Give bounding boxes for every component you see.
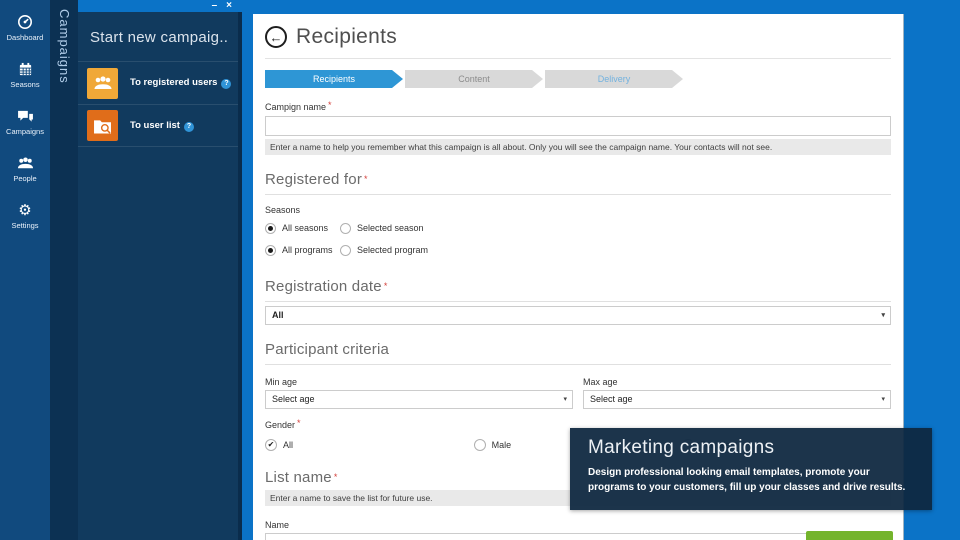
- wizard-steps: Recipients Content Delivery: [265, 70, 891, 88]
- gender-male-option[interactable]: Male: [473, 438, 683, 451]
- min-age-label: Min age: [265, 376, 298, 387]
- campaigns-vertical-tab[interactable]: Campaigns: [50, 0, 78, 540]
- registered-users-icon: [87, 67, 118, 99]
- close-icon[interactable]: ×: [226, 0, 232, 11]
- required-asterisk: *: [333, 471, 338, 482]
- required-asterisk: *: [364, 173, 368, 184]
- campaign-name-input[interactable]: [265, 115, 891, 136]
- page-title: Recipients: [296, 25, 398, 48]
- max-age-select[interactable]: Select age ▾: [583, 389, 891, 409]
- sidebar-item-settings[interactable]: ⚙ Settings: [0, 202, 50, 230]
- radio-icon: [340, 244, 351, 256]
- tile-label: To user list?: [130, 120, 194, 132]
- required-asterisk: *: [328, 100, 332, 110]
- radio-selected-program[interactable]: Selected program: [340, 244, 428, 256]
- sidebar-label: Seasons: [10, 80, 40, 89]
- gear-icon: ⚙: [18, 202, 32, 219]
- name-label: Name: [265, 519, 290, 530]
- sidebar-label: Campaigns: [6, 127, 44, 136]
- registration-date-heading: Registration date *: [265, 278, 891, 302]
- overlay-title: Marketing campaigns: [588, 437, 775, 458]
- sidebar-label: People: [13, 174, 37, 183]
- radio-selected-season[interactable]: Selected season: [340, 222, 424, 234]
- marketing-campaigns-overlay: Marketing campaigns Design professional …: [570, 428, 932, 510]
- radio-icon: [265, 244, 276, 256]
- chevron-down-icon: ▾: [881, 395, 885, 403]
- app-sidebar: Dashboard Seasons Campaigns People ⚙ Set…: [0, 0, 50, 540]
- sidebar-item-people[interactable]: People: [0, 155, 50, 183]
- radio-icon: [265, 222, 276, 234]
- min-age-select[interactable]: Select age ▾: [265, 389, 573, 409]
- sidebar-label: Dashboard: [6, 33, 44, 42]
- step-content[interactable]: Content: [405, 70, 543, 88]
- user-list-folder-icon: [87, 110, 118, 141]
- sidebar-label: Settings: [11, 221, 39, 230]
- required-asterisk: *: [297, 417, 301, 428]
- dashboard-icon: [17, 14, 33, 30]
- required-asterisk: *: [383, 280, 388, 291]
- gender-label: Gender *: [265, 417, 301, 430]
- step-recipients[interactable]: Recipients: [265, 70, 403, 88]
- circle-unchecked-icon: [473, 438, 486, 451]
- people-icon: [17, 155, 34, 171]
- option-to-user-list[interactable]: To user list?: [78, 104, 238, 147]
- checkbox-checked-icon: ✔: [265, 438, 277, 451]
- step-delivery[interactable]: Delivery: [545, 70, 683, 88]
- sidebar-item-campaigns[interactable]: Campaigns: [0, 108, 50, 136]
- max-age-label: Max age: [583, 376, 618, 387]
- registered-for-heading: Registered for *: [265, 171, 891, 195]
- campaign-name-label: Campign name *: [265, 100, 332, 112]
- panel-title: Start new campaig..: [90, 29, 229, 46]
- option-to-registered-users[interactable]: To registered users?: [78, 61, 238, 104]
- campaign-name-help: Enter a name to help you remember what t…: [265, 138, 891, 155]
- help-icon[interactable]: ?: [183, 121, 194, 132]
- back-button[interactable]: ←: [265, 26, 287, 48]
- overlay-description: Design professional looking email templa…: [588, 467, 906, 493]
- participant-criteria-heading: Participant criteria: [265, 341, 891, 365]
- registration-date-select[interactable]: All ▾: [265, 305, 891, 325]
- tile-label: To registered users?: [130, 77, 232, 89]
- sidebar-item-seasons[interactable]: Seasons: [0, 61, 50, 89]
- calendar-icon: [18, 61, 33, 77]
- radio-all-seasons[interactable]: All seasons: [265, 222, 340, 234]
- campaigns-vertical-label: Campaigns: [57, 9, 72, 84]
- gender-all-checkbox[interactable]: ✔ All: [265, 438, 474, 451]
- age-selects-row: Min age Select age ▾ Max age Select age …: [265, 365, 891, 409]
- chevron-down-icon: ▾: [881, 311, 885, 319]
- chat-bubbles-icon: [17, 108, 34, 124]
- sidebar-item-dashboard[interactable]: Dashboard: [0, 14, 50, 42]
- seasons-group-label: Seasons: [265, 204, 301, 215]
- card-header: ← Recipients: [265, 14, 891, 59]
- bottom-action-button[interactable]: [806, 531, 893, 540]
- radio-all-programs[interactable]: All programs: [265, 244, 340, 256]
- help-icon[interactable]: ?: [221, 79, 232, 89]
- start-campaign-panel: Start new campaig.. To registered users?…: [78, 12, 242, 540]
- panel-window-controls: – ×: [78, 0, 238, 12]
- radio-icon: [340, 222, 351, 234]
- seasons-radio-row: All seasons Selected season: [265, 222, 891, 234]
- list-name-input[interactable]: [265, 533, 891, 540]
- chevron-down-icon: ▾: [563, 395, 567, 403]
- minimize-icon[interactable]: –: [211, 0, 218, 11]
- programs-radio-row: All programs Selected program: [265, 244, 891, 256]
- list-name-heading: List name *: [265, 468, 338, 486]
